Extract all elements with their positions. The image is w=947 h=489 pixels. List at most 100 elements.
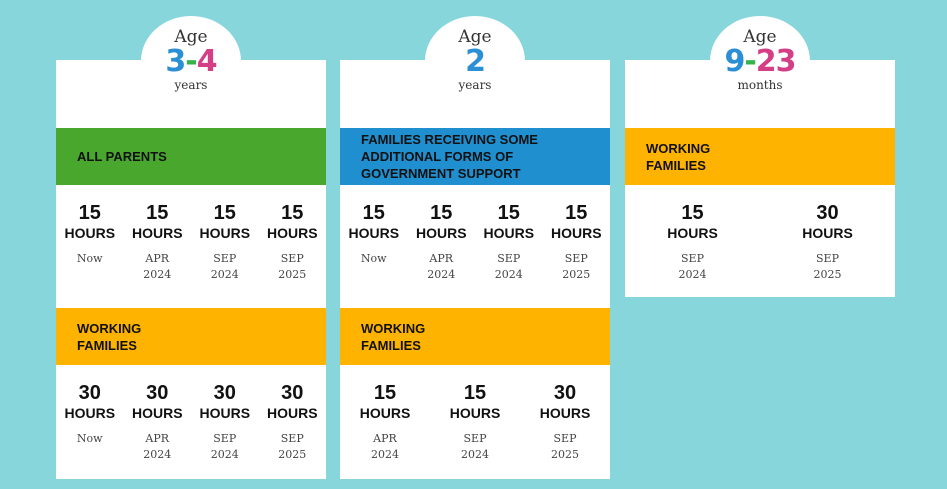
- hours-entry: 30 HOURS SEP 2025: [520, 382, 610, 463]
- age-unit: months: [737, 78, 783, 92]
- hours-entry: 15 HOURS Now: [56, 202, 124, 283]
- hours-unit: HOURS: [64, 405, 116, 421]
- start-date: APR 2024: [124, 431, 192, 463]
- age-to: 23: [755, 44, 797, 79]
- start-date: SEP 2025: [760, 251, 895, 283]
- start-period: SEP: [553, 432, 577, 445]
- start-period: Now: [76, 432, 103, 445]
- hours-value: 15: [373, 382, 397, 404]
- hours-entry: 15 HOURS SEP 2025: [543, 202, 611, 283]
- hours-value: 30: [78, 382, 101, 404]
- start-period: Now: [76, 252, 103, 265]
- start-period: SEP: [213, 252, 237, 265]
- age-range: 9-23: [625, 46, 895, 78]
- hours-entry: 15 HOURS SEP 2024: [191, 202, 259, 283]
- start-period: APR: [373, 432, 397, 445]
- hours-unit: HOURS: [802, 225, 853, 241]
- hours-unit: HOURS: [131, 405, 183, 421]
- hours-unit: HOURS: [348, 225, 400, 241]
- eligibility-label: WORKING FAMILIES: [361, 320, 426, 353]
- start-date: APR 2024: [408, 251, 476, 283]
- start-period: SEP: [497, 252, 521, 265]
- hours-unit: HOURS: [539, 405, 591, 421]
- age-word: Age: [458, 27, 492, 47]
- start-year: 2024: [427, 268, 456, 281]
- start-date: Now: [340, 251, 408, 267]
- hours-entry: 30 HOURS SEP 2024: [191, 382, 259, 463]
- hours-value: 30: [146, 382, 169, 404]
- hours-value: 15: [430, 202, 453, 224]
- start-period: SEP: [280, 432, 304, 445]
- eligibility-label: FAMILIES RECEIVING SOME ADDITIONAL FORMS…: [361, 132, 538, 181]
- age-tab: [141, 16, 241, 106]
- age-dash: -: [744, 44, 756, 79]
- age-unit: years: [174, 78, 208, 92]
- hours-value: 30: [553, 382, 577, 404]
- hours-value: 15: [281, 202, 304, 224]
- hours-row: 30 HOURS Now 30 HOURS APR 2024 30 HOURS S…: [56, 382, 326, 463]
- start-year: 2024: [494, 268, 523, 281]
- hours-unit: HOURS: [199, 405, 251, 421]
- eligibility-label: WORKING FAMILIES: [77, 320, 142, 353]
- start-year: 2024: [210, 448, 239, 461]
- start-year: 2025: [278, 268, 307, 281]
- hours-entry: 30 HOURS APR 2024: [124, 382, 192, 463]
- start-year: 2024: [143, 268, 172, 281]
- hours-row: 15 HOURS APR 2024 15 HOURS SEP 2024 30 HOU…: [340, 382, 610, 463]
- hours-value: 30: [816, 202, 839, 224]
- age-unit: years: [458, 78, 492, 92]
- start-date: SEP 2025: [259, 251, 327, 283]
- hours-entry: 30 HOURS Now: [56, 382, 124, 463]
- start-date: SEP 2024: [191, 251, 259, 283]
- start-date: Now: [56, 251, 124, 267]
- age-dash: -: [185, 44, 197, 79]
- start-year: 2024: [678, 268, 707, 281]
- start-period: SEP: [816, 252, 839, 265]
- eligibility-band-working-families: WORKING FAMILIES: [340, 308, 610, 365]
- start-period: APR: [145, 252, 170, 265]
- start-date: SEP 2025: [543, 251, 611, 283]
- hours-value: 15: [213, 202, 236, 224]
- start-period: APR: [145, 432, 170, 445]
- hours-unit: HOURS: [359, 405, 411, 421]
- hours-row: 15 HOURS Now 15 HOURS APR 2024 15 HOURS S…: [56, 202, 326, 283]
- start-period: APR: [429, 252, 454, 265]
- start-date: SEP 2025: [520, 431, 610, 463]
- hours-value: 30: [281, 382, 304, 404]
- eligibility-band-working-families: WORKING FAMILIES: [625, 128, 895, 185]
- hours-value: 15: [362, 202, 385, 224]
- start-date: SEP 2024: [475, 251, 543, 283]
- age-from: 2: [465, 44, 486, 79]
- age-tab: [710, 16, 810, 106]
- start-year: 2024: [210, 268, 239, 281]
- start-date: SEP 2024: [430, 431, 520, 463]
- hours-entry: 30 HOURS SEP 2025: [760, 202, 895, 283]
- start-year: 2024: [143, 448, 172, 461]
- age-from: 9: [724, 44, 745, 79]
- start-date: SEP 2025: [259, 431, 327, 463]
- start-period: SEP: [463, 432, 487, 445]
- hours-unit: HOURS: [64, 225, 116, 241]
- card-age-9-23-months: Age 9-23 months WORKING FAMILIES 15 HOUR…: [625, 16, 895, 297]
- age-range: 3-4: [56, 46, 326, 78]
- start-period: SEP: [213, 432, 237, 445]
- hours-unit: HOURS: [667, 225, 718, 241]
- hours-value: 15: [565, 202, 588, 224]
- hours-unit: HOURS: [131, 225, 183, 241]
- hours-entry: 15 HOURS SEP 2024: [625, 202, 760, 283]
- hours-unit: HOURS: [199, 225, 251, 241]
- start-year: 2025: [813, 268, 842, 281]
- hours-entry: 30 HOURS SEP 2025: [259, 382, 327, 463]
- hours-value: 15: [463, 382, 487, 404]
- eligibility-band-government-support: FAMILIES RECEIVING SOME ADDITIONAL FORMS…: [340, 128, 610, 185]
- hours-unit: HOURS: [483, 225, 535, 241]
- start-date: Now: [56, 431, 124, 447]
- hours-value: 15: [78, 202, 101, 224]
- start-date: APR 2024: [340, 431, 430, 463]
- hours-unit: HOURS: [449, 405, 501, 421]
- card-age-3-4: Age 3-4 years ALL PARENTS 15 HOURS Now 1…: [56, 16, 326, 479]
- hours-entry: 15 HOURS APR 2024: [340, 382, 430, 463]
- hours-value: 30: [213, 382, 236, 404]
- hours-entry: 15 HOURS Now: [340, 202, 408, 283]
- hours-value: 15: [681, 202, 704, 224]
